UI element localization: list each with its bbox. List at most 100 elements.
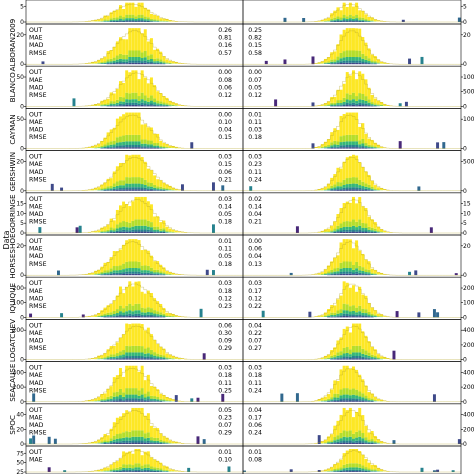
histogram-bar: [156, 63, 160, 65]
histogram-bar: [339, 100, 343, 104]
histogram-bar: [103, 443, 107, 444]
histogram-bar: [146, 41, 150, 56]
histogram-bar: [348, 28, 352, 51]
histogram-bar: [106, 146, 110, 148]
histogram-bar: [327, 231, 331, 233]
histogram-bar: [112, 422, 116, 436]
histogram-bar: [153, 19, 157, 21]
histogram-bar: [361, 222, 365, 228]
histogram-bar: [131, 226, 135, 230]
histogram-bar: [355, 449, 359, 464]
histogram-bar: [153, 190, 157, 191]
histogram-bar: [97, 469, 101, 472]
histogram-bar: [150, 273, 153, 275]
histogram-bar: [358, 71, 362, 94]
histogram-bar: [345, 50, 349, 57]
histogram-bar: [150, 63, 153, 65]
histogram-bar: [336, 56, 340, 61]
histogram-bar: [364, 171, 368, 184]
outlier-bar: [202, 353, 206, 360]
histogram-bar: [165, 189, 169, 191]
histogram-bar: [125, 345, 129, 353]
histogram-bar: [348, 75, 352, 95]
outlier-bar: [317, 435, 321, 444]
histogram-bar: [112, 470, 116, 472]
histogram-bar: [342, 440, 346, 443]
histogram-bar: [131, 352, 135, 356]
histogram-bar: [137, 231, 141, 233]
histogram-bar: [355, 261, 359, 269]
histogram-bar: [150, 334, 153, 350]
histogram-bar: [146, 19, 150, 21]
histogram-bar: [342, 400, 346, 402]
histogram-bar: [125, 388, 129, 395]
histogram-bar: [112, 146, 116, 148]
histogram-bar: [352, 469, 355, 472]
outlier-bar: [187, 467, 191, 472]
histogram-bar: [352, 231, 355, 233]
outlier-bar: [408, 271, 412, 276]
histogram-bar: [119, 400, 122, 402]
histogram-bar: [143, 21, 147, 22]
histogram-bar: [314, 400, 318, 402]
histogram-bar: [358, 314, 362, 317]
histogram-bar: [140, 139, 144, 144]
histogram-bar: [336, 313, 340, 316]
histogram-bar: [97, 313, 101, 316]
histogram-bar: [119, 21, 122, 22]
histogram-bar: [367, 269, 371, 273]
stat-value: 0.03: [248, 154, 262, 161]
stat-value: 0.03: [248, 365, 262, 372]
histogram-bar: [370, 230, 374, 232]
histogram-bar: [364, 223, 368, 229]
outlier-bar: [274, 99, 278, 107]
histogram-bar: [100, 104, 104, 106]
histogram-bar: [358, 316, 362, 318]
histogram-bar: [352, 134, 355, 142]
histogram-bar: [143, 270, 147, 273]
histogram-outline: [243, 30, 461, 65]
histogram-bar: [153, 357, 157, 359]
histogram-bar: [134, 50, 138, 57]
histogram-bar: [317, 273, 321, 275]
histogram-bar: [109, 218, 113, 228]
histogram-bar: [383, 356, 387, 359]
histogram-bar: [383, 230, 387, 233]
histogram-bar: [370, 139, 374, 146]
histogram-bar: [143, 353, 147, 357]
y-tick-label: 1000: [463, 74, 474, 81]
histogram-bar: [348, 469, 352, 472]
histogram-bar: [106, 145, 110, 147]
histogram-bar: [153, 231, 157, 233]
histogram-bar: [339, 142, 343, 146]
histogram-bar: [103, 15, 107, 20]
histogram-bar: [134, 189, 138, 191]
histogram-bar: [336, 62, 340, 64]
histogram-bar: [115, 61, 119, 64]
histogram-bar: [165, 104, 169, 106]
histogram-bar: [336, 357, 340, 359]
histogram-bar: [131, 60, 135, 63]
histogram-bar: [143, 219, 147, 226]
histogram-bar: [339, 313, 343, 316]
histogram-bar: [150, 349, 153, 355]
histogram-bar: [106, 178, 110, 187]
histogram-bar: [150, 54, 153, 59]
histogram-bar: [361, 123, 365, 139]
histogram-bar: [355, 203, 359, 222]
histogram-bar: [345, 326, 349, 348]
histogram-bar: [112, 190, 116, 191]
histogram-bar: [153, 396, 157, 399]
histogram-bar: [336, 393, 340, 398]
histogram-bar: [364, 42, 368, 57]
histogram-bar: [352, 398, 355, 401]
histogram-bar: [367, 442, 371, 444]
histogram-bar: [345, 144, 349, 148]
histogram-bar: [100, 147, 104, 148]
y-tick-label: 0: [463, 441, 467, 448]
histogram-bar: [131, 20, 135, 22]
histogram-bar: [367, 355, 371, 358]
histogram-bar: [153, 61, 157, 63]
histogram-bar: [137, 141, 141, 145]
